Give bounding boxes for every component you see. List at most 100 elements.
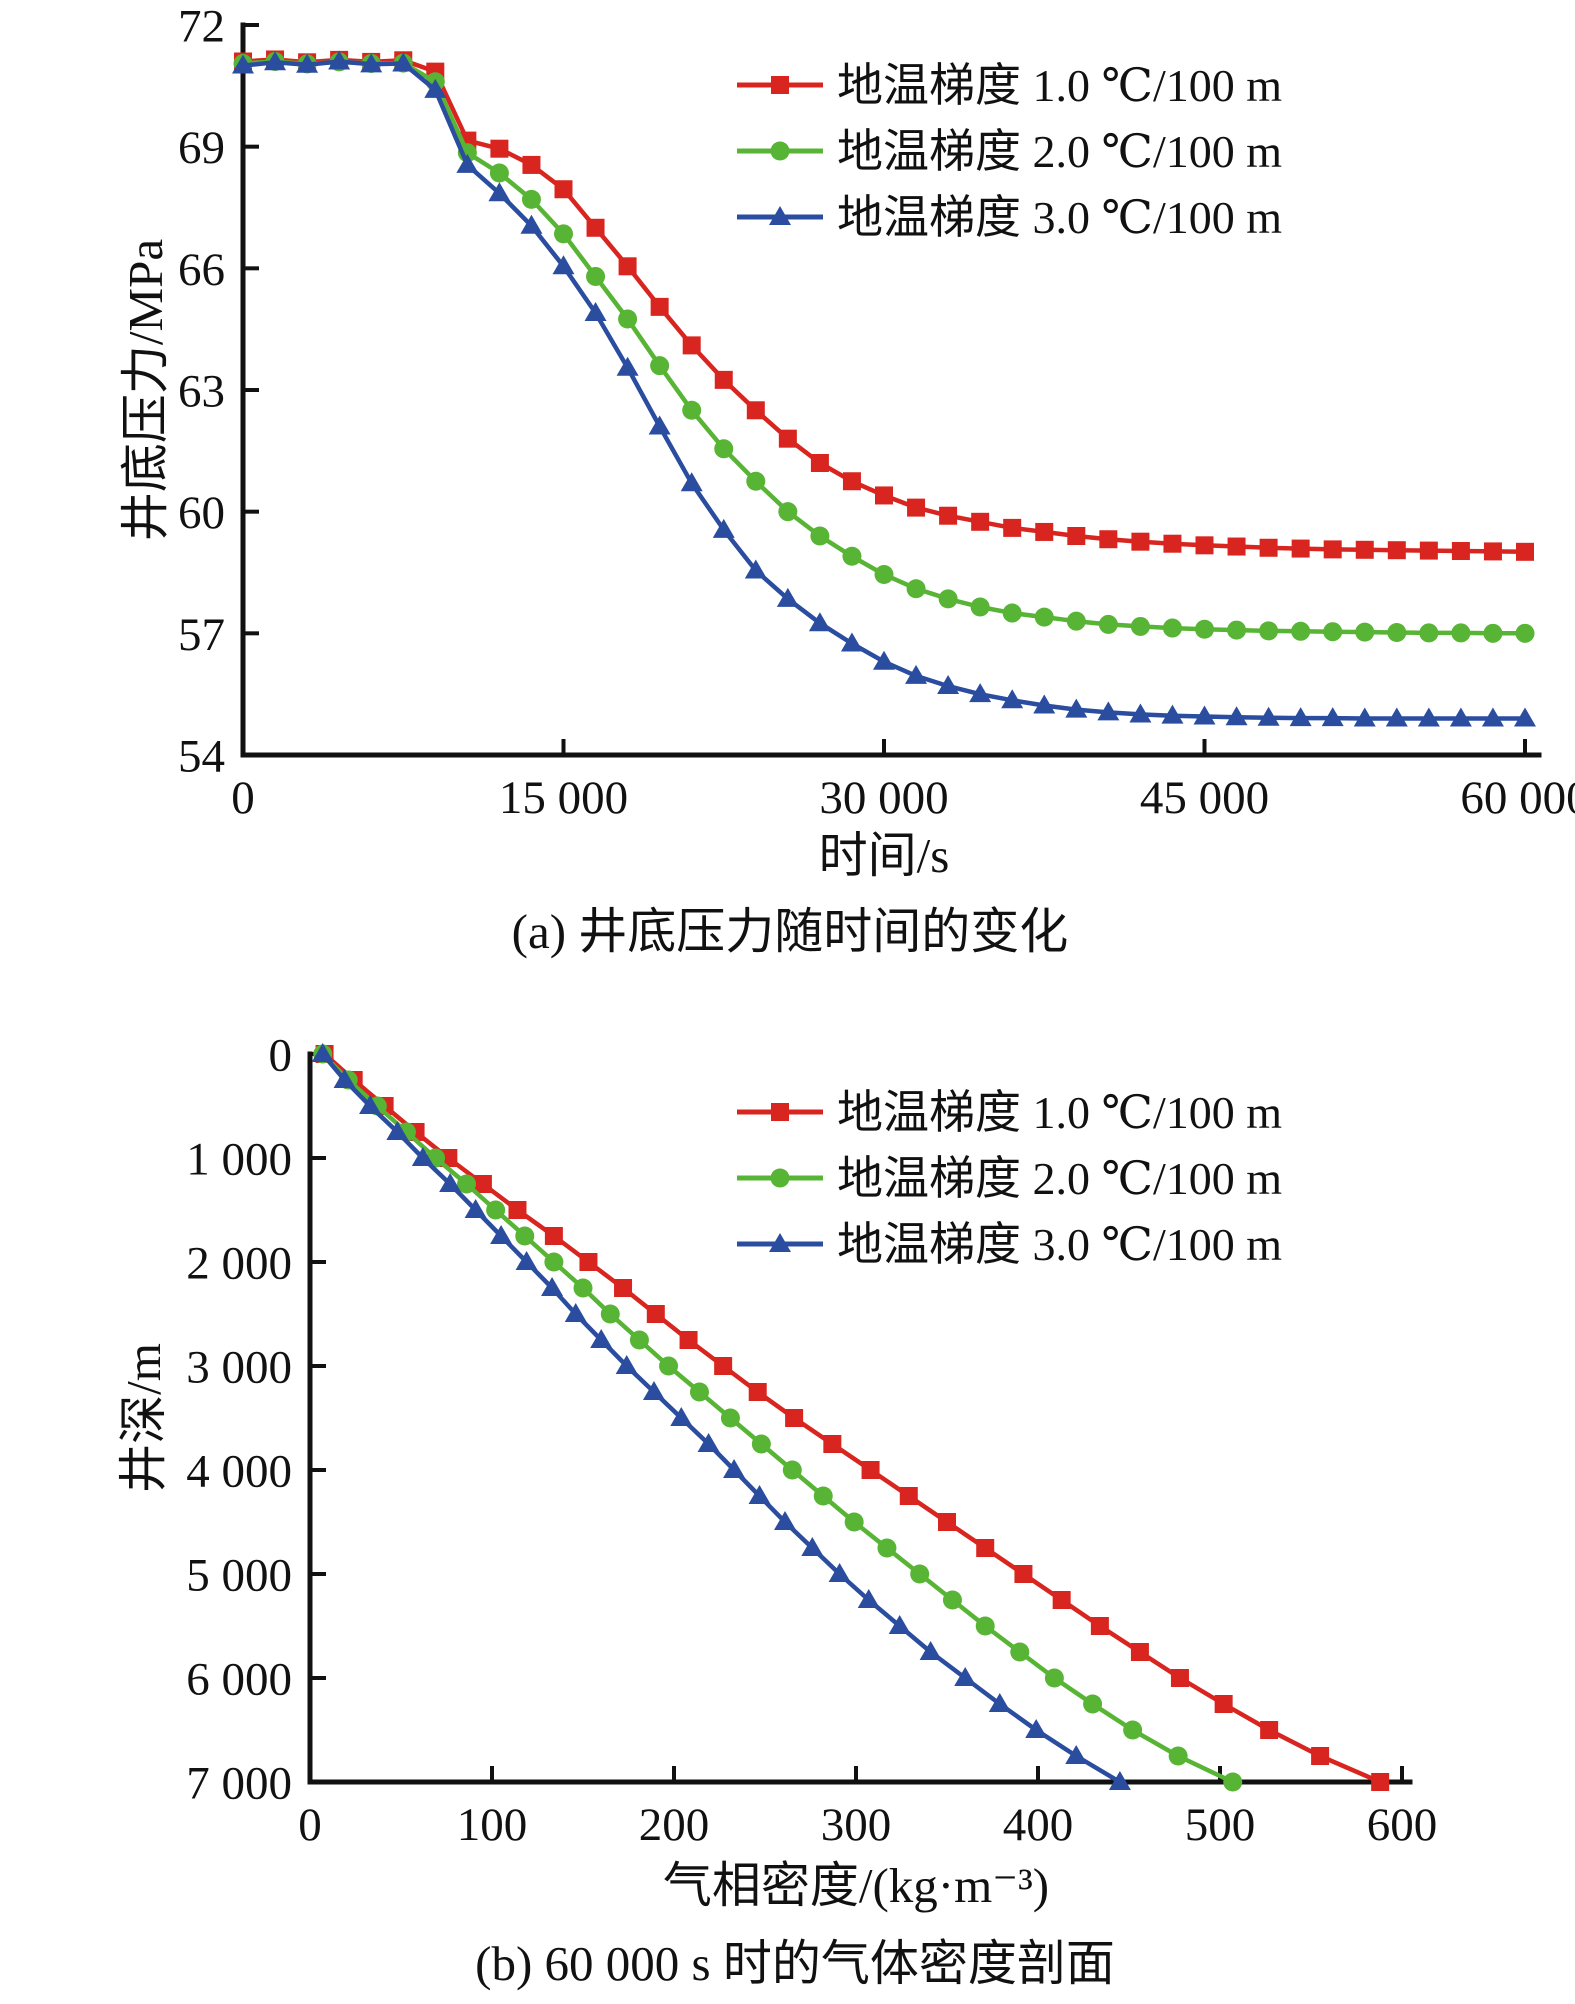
series-marker-3	[359, 1095, 382, 1114]
series-marker-1	[1516, 542, 1534, 561]
series-marker-1	[1355, 540, 1374, 559]
legend-label: 地温梯度 1.0 ℃/100 m	[837, 1087, 1282, 1138]
series-marker-3	[1033, 694, 1056, 714]
y-tick-label: 6 000	[186, 1653, 292, 1705]
series-marker-1	[907, 498, 926, 517]
legend-label: 地温梯度 3.0 ℃/100 m	[837, 192, 1282, 243]
series-marker-3	[1289, 707, 1312, 727]
series-marker-1	[682, 336, 701, 355]
series-marker-2	[1034, 607, 1054, 627]
series-marker-3	[648, 415, 671, 435]
series-marker-3	[1385, 707, 1408, 727]
series-marker-1	[976, 1539, 995, 1557]
series-marker-2	[1044, 1668, 1064, 1688]
series-marker-1	[778, 429, 797, 448]
series-marker-3	[712, 518, 735, 538]
series-marker-2	[600, 1304, 620, 1324]
series-marker-1	[1323, 540, 1342, 559]
series-marker-3	[828, 1563, 851, 1582]
series-marker-3	[1193, 705, 1216, 725]
series-marker-3	[1065, 1745, 1088, 1764]
series-marker-2	[938, 589, 958, 609]
series-marker-1	[646, 1305, 665, 1323]
y-tick-label: 0	[269, 1029, 293, 1081]
series-marker-3	[439, 1173, 462, 1192]
series-marker-2	[877, 1538, 897, 1558]
legend-item-1: 地温梯度 1.0 ℃/100 m	[737, 1087, 1282, 1138]
series-marker-1	[1387, 541, 1406, 560]
series-marker-2	[486, 1200, 506, 1220]
series-marker-2	[1483, 623, 1503, 643]
series-marker-2	[720, 1408, 740, 1428]
series-marker-2	[1223, 1772, 1243, 1792]
series-marker-1	[746, 401, 765, 420]
series-marker-3	[456, 153, 479, 173]
series-marker-2	[874, 565, 894, 585]
caption-a: (a) 井底压力随时间的变化	[512, 904, 1069, 959]
series-marker-3	[1161, 704, 1184, 724]
series-marker-2	[1259, 621, 1279, 641]
series-marker-2	[1123, 1720, 1143, 1740]
series-marker-3	[464, 1199, 487, 1218]
series-marker-3	[564, 1303, 587, 1322]
series-marker-1	[1035, 522, 1054, 541]
x-tick-label: 100	[457, 1799, 528, 1851]
series-marker-2	[1130, 616, 1150, 636]
series-marker-2	[554, 224, 573, 244]
series-marker-3	[311, 1043, 334, 1062]
y-tick-label: 7 000	[186, 1757, 292, 1809]
series-marker-1	[1052, 1591, 1071, 1609]
x-axis-label-b: 气相密度/(kg·m⁻³)	[663, 1858, 1049, 1913]
series-marker-2	[1002, 603, 1022, 623]
series-marker-3	[1129, 703, 1152, 723]
series-marker-3	[723, 1459, 746, 1478]
series-marker-3	[919, 1641, 942, 1660]
x-tick-label: 0	[231, 772, 255, 824]
x-tick-label: 0	[298, 1799, 322, 1851]
series-marker-3	[1321, 707, 1344, 727]
series-marker-2	[1451, 623, 1471, 643]
series-marker-1	[1260, 1721, 1279, 1739]
series-marker-3	[873, 650, 895, 670]
series-marker-3	[774, 1511, 797, 1530]
series-marker-1	[861, 1461, 880, 1479]
y-tick-label: 60	[178, 487, 225, 539]
series-marker-2	[813, 1486, 833, 1506]
series-marker-3	[1514, 707, 1536, 727]
series-marker-1	[1170, 1669, 1189, 1687]
series-marker-3	[1097, 701, 1120, 721]
series-marker-3	[520, 214, 543, 234]
x-tick-label: 400	[1003, 1799, 1074, 1851]
y-tick-label: 3 000	[186, 1341, 292, 1393]
series-marker-3	[1225, 706, 1248, 726]
series-marker-3	[670, 1407, 693, 1426]
density-vs-depth-chart: 0 100 200 300 400 500 600 0 1 000 2 000 3 000 4 000…	[116, 1029, 1437, 1991]
series-marker-2	[1098, 614, 1118, 634]
series-marker-1	[1451, 542, 1470, 561]
legend-label: 地温梯度 1.0 ℃/100 m	[837, 60, 1282, 111]
series-marker-2	[1387, 623, 1407, 643]
series-marker-1	[1014, 1565, 1033, 1583]
x-tick-label: 30 000	[819, 772, 948, 824]
series-marker-3	[615, 1355, 638, 1374]
series-marker-3	[424, 78, 447, 98]
series-marker-1	[614, 1279, 633, 1297]
x-tick-label: 300	[821, 1799, 892, 1851]
series-marker-2	[682, 400, 702, 420]
legend-label: 地温梯度 2.0 ℃/100 m	[837, 126, 1282, 177]
series-marker-3	[232, 54, 254, 74]
series-marker-1	[823, 1435, 842, 1453]
series-marker-3	[1481, 707, 1504, 727]
legend-item-3: 地温梯度 3.0 ℃/100 m	[737, 192, 1282, 243]
series-marker-3	[1257, 706, 1280, 726]
series-marker-3	[776, 587, 799, 607]
series-marker-1	[1003, 518, 1022, 537]
series-marker-2	[1227, 620, 1247, 640]
series-marker-1	[1291, 539, 1310, 558]
series-marker-1	[618, 257, 637, 276]
series-marker-3	[1449, 707, 1472, 727]
series-marker-3	[1353, 707, 1376, 727]
series-marker-3	[386, 1121, 409, 1140]
series-marker-2	[1162, 618, 1182, 638]
legend-item-2: 地温梯度 2.0 ℃/100 m	[737, 1153, 1282, 1204]
